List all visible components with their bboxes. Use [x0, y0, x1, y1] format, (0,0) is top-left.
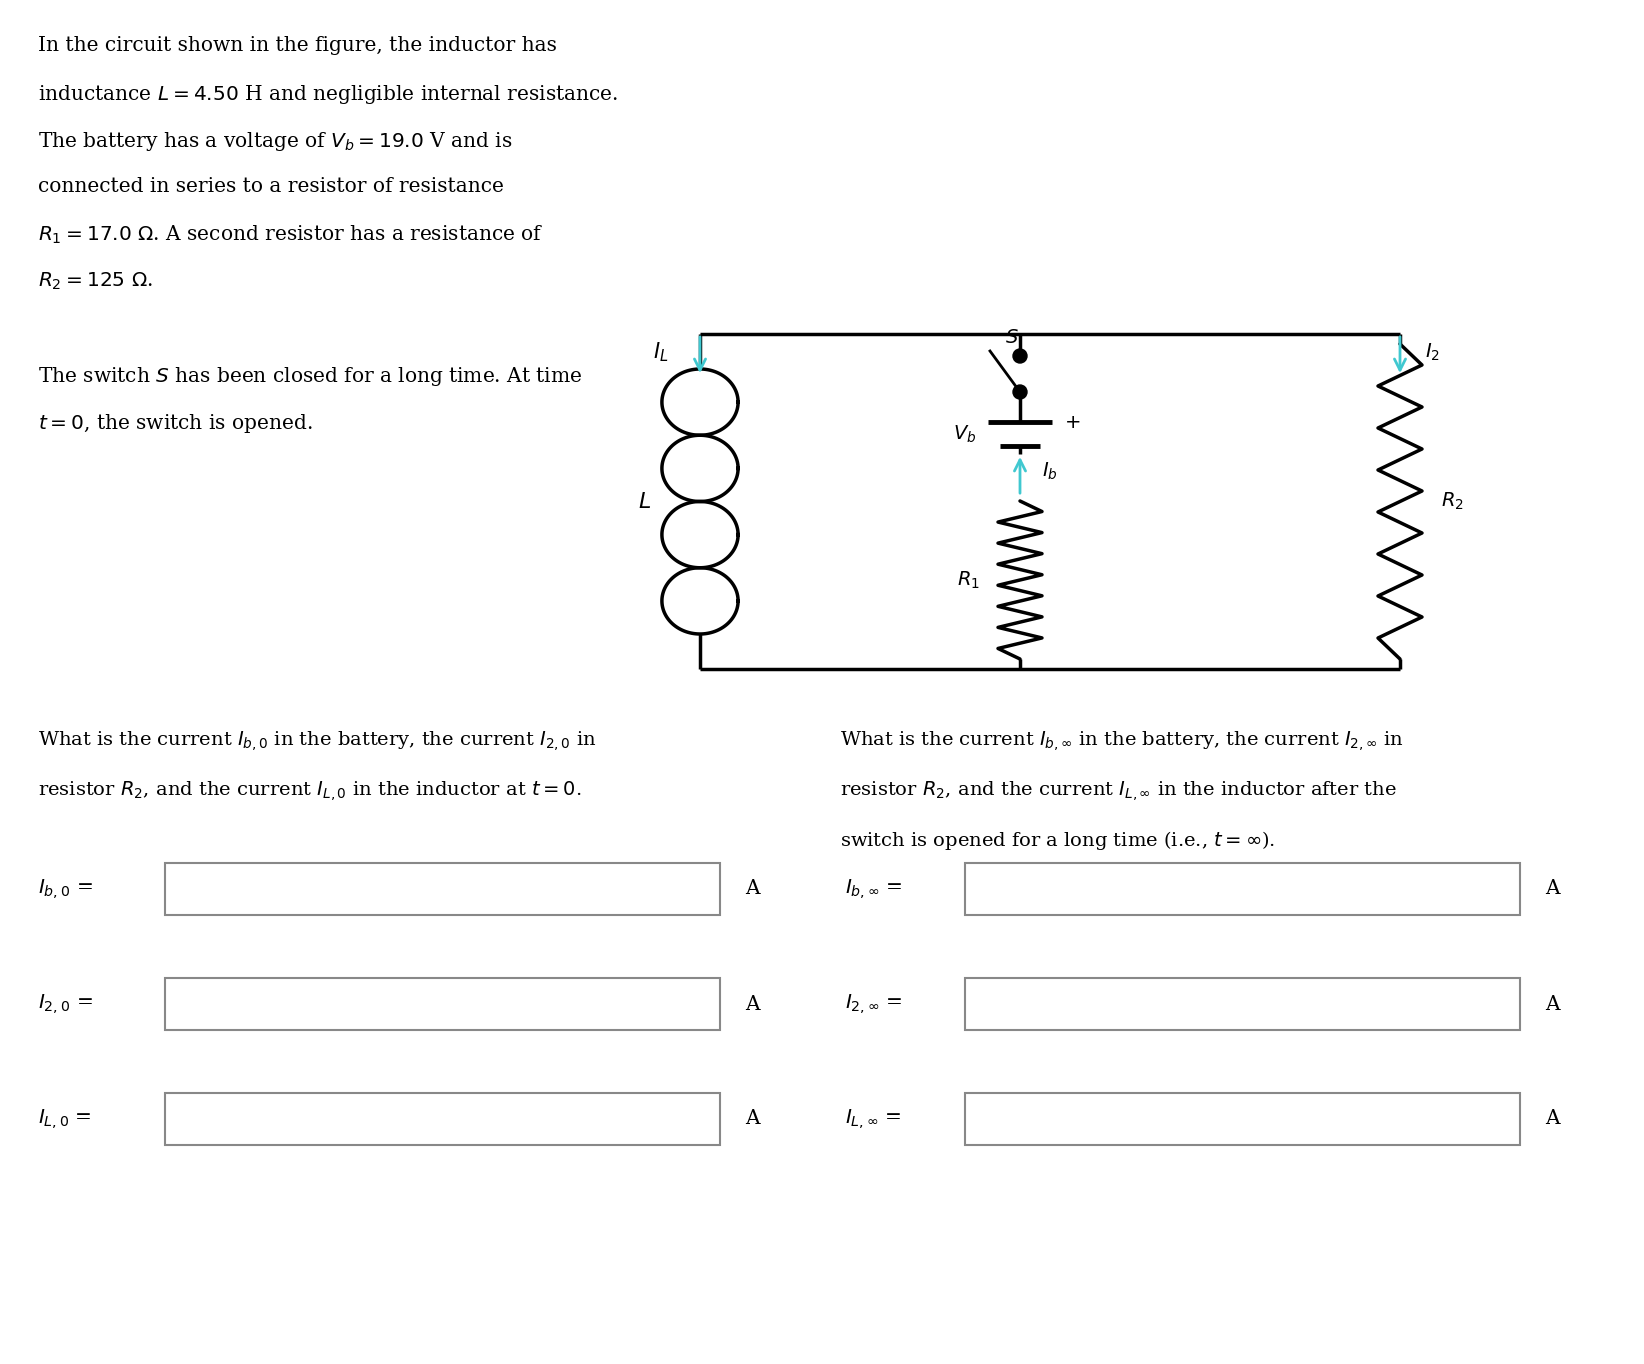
- Circle shape: [1013, 349, 1028, 363]
- Bar: [164, 1093, 720, 1144]
- Bar: [164, 863, 720, 915]
- Text: resistor $R_2$, and the current $I_{L,0}$ in the inductor at $t = 0$.: resistor $R_2$, and the current $I_{L,0}…: [38, 779, 582, 803]
- Text: $I_L$: $I_L$: [653, 340, 667, 364]
- Text: $R_2 = 125\ \Omega$.: $R_2 = 125\ \Omega$.: [38, 271, 153, 292]
- Text: $V_b$: $V_b$: [952, 423, 977, 445]
- Text: A: A: [1545, 994, 1560, 1013]
- Text: $R_1$: $R_1$: [957, 569, 980, 591]
- Text: What is the current $I_{b,0}$ in the battery, the current $I_{2,0}$ in: What is the current $I_{b,0}$ in the bat…: [38, 728, 597, 753]
- Text: $I_{L,\infty}$ =: $I_{L,\infty}$ =: [845, 1108, 901, 1131]
- Text: A: A: [745, 994, 760, 1013]
- Text: $R_1 = 17.0\ \Omega$. A second resistor has a resistance of: $R_1 = 17.0\ \Omega$. A second resistor …: [38, 224, 544, 247]
- Text: $+$: $+$: [1064, 412, 1080, 431]
- Text: $I_{L,0}$ =: $I_{L,0}$ =: [38, 1108, 92, 1131]
- Text: $I_{2,0}$ =: $I_{2,0}$ =: [38, 992, 92, 1016]
- Text: In the circuit shown in the figure, the inductor has: In the circuit shown in the figure, the …: [38, 35, 557, 55]
- Bar: [965, 1093, 1521, 1144]
- Text: A: A: [1545, 1109, 1560, 1128]
- Text: $S$: $S$: [1004, 329, 1019, 346]
- Text: $I_{b,0}$ =: $I_{b,0}$ =: [38, 877, 92, 902]
- Text: switch is opened for a long time (i.e., $t = \infty$).: switch is opened for a long time (i.e., …: [840, 829, 1276, 852]
- Text: What is the current $I_{b,\infty}$ in the battery, the current $I_{2,\infty}$ in: What is the current $I_{b,\infty}$ in th…: [840, 728, 1404, 753]
- Text: $R_2$: $R_2$: [1440, 491, 1463, 512]
- Text: resistor $R_2$, and the current $I_{L,\infty}$ in the inductor after the: resistor $R_2$, and the current $I_{L,\i…: [840, 779, 1397, 803]
- Text: $I_{b,\infty}$ =: $I_{b,\infty}$ =: [845, 877, 903, 902]
- Circle shape: [1013, 385, 1028, 400]
- Text: $L$: $L$: [638, 491, 651, 513]
- Text: A: A: [1545, 880, 1560, 899]
- Bar: [164, 978, 720, 1030]
- Text: inductance $L = 4.50$ H and negligible internal resistance.: inductance $L = 4.50$ H and negligible i…: [38, 83, 618, 106]
- Text: A: A: [745, 880, 760, 899]
- Text: The battery has a voltage of $V_b = 19.0$ V and is: The battery has a voltage of $V_b = 19.0…: [38, 130, 513, 153]
- Text: connected in series to a resistor of resistance: connected in series to a resistor of res…: [38, 177, 503, 196]
- Bar: [965, 863, 1521, 915]
- Text: $I_b$: $I_b$: [1042, 461, 1057, 481]
- Bar: [965, 978, 1521, 1030]
- Text: A: A: [745, 1109, 760, 1128]
- Text: $t = 0$, the switch is opened.: $t = 0$, the switch is opened.: [38, 412, 312, 435]
- Text: The switch $S$ has been closed for a long time. At time: The switch $S$ has been closed for a lon…: [38, 366, 582, 387]
- Text: $I_{2,\infty}$ =: $I_{2,\infty}$ =: [845, 992, 903, 1016]
- Text: $I_2$: $I_2$: [1425, 341, 1440, 363]
